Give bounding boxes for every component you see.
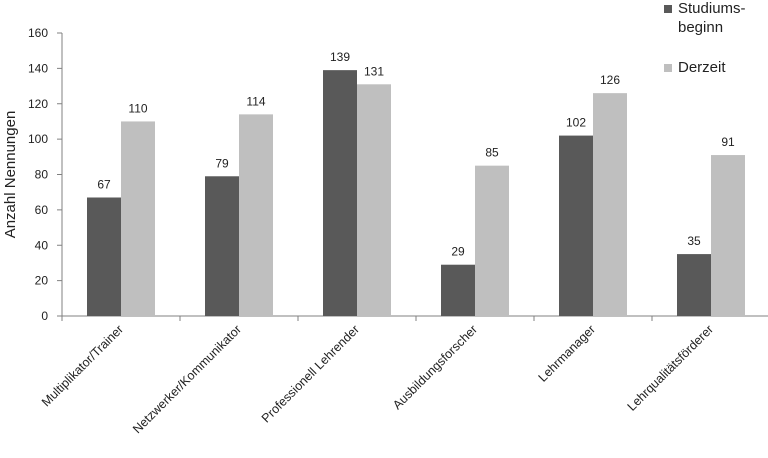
data-label: 114	[246, 94, 265, 108]
bar-studiumsbeginn	[205, 176, 239, 316]
y-tick-label: 100	[28, 132, 48, 146]
bar-studiumsbeginn	[441, 264, 475, 316]
bar-studiumsbeginn	[87, 197, 121, 316]
y-tick-label: 0	[41, 309, 48, 323]
data-label: 102	[566, 116, 586, 130]
y-tick-label: 140	[28, 61, 48, 75]
legend-label: Studiums-beginn	[678, 0, 746, 36]
y-tick-label: 120	[28, 97, 48, 111]
data-label: 139	[330, 50, 350, 64]
category-label: Ausbildungsforscher	[390, 322, 480, 412]
y-tick-label: 160	[28, 26, 48, 40]
bars	[87, 70, 745, 316]
bar-derzeit	[593, 93, 627, 316]
bar-derzeit	[239, 114, 273, 316]
data-label: 131	[364, 64, 384, 78]
data-label: 79	[215, 156, 229, 170]
data-label: 67	[97, 177, 111, 191]
data-label: 29	[451, 245, 465, 259]
data-label: 91	[721, 135, 735, 149]
legend: Studiums-beginn Derzeit	[664, 0, 746, 76]
x-axis	[61, 315, 768, 321]
bar-studiumsbeginn	[323, 70, 357, 316]
bar-derzeit	[475, 165, 509, 316]
y-tick-label: 80	[35, 168, 49, 182]
data-label: 126	[600, 73, 620, 87]
data-label: 85	[485, 146, 499, 160]
bar-studiumsbeginn	[559, 135, 593, 316]
data-labels: 67 110 79 114 139 131 29 85 102 126 35 91	[97, 50, 735, 259]
bar-studiumsbeginn	[677, 254, 711, 316]
legend-label: Derzeit	[678, 59, 726, 76]
y-axis: 0 20 40 60 80 100 120 140 160	[28, 26, 63, 323]
bar-derzeit	[121, 121, 155, 316]
bar-derzeit	[357, 84, 391, 316]
category-label: Netzwerker/Kommunikator	[130, 322, 244, 436]
category-label: Multiplikator/Trainer	[39, 322, 126, 409]
category-labels: Multiplikator/Trainer Netzwerker/Kommunik…	[39, 322, 716, 436]
category-label: Lehrqualitätsförderer	[625, 322, 716, 413]
data-label: 110	[128, 101, 147, 115]
y-tick-label: 20	[35, 274, 49, 288]
y-axis-label: Anzahl Nennungen	[2, 111, 19, 239]
bar-derzeit	[711, 155, 745, 316]
category-label: Lehrmanager	[536, 322, 598, 384]
category-label: Professionell Lehrender	[259, 322, 362, 425]
legend-swatch	[664, 64, 672, 72]
data-label: 35	[687, 234, 701, 248]
legend-swatch	[664, 5, 672, 13]
y-tick-label: 40	[35, 238, 49, 252]
y-tick-label: 60	[35, 203, 49, 217]
